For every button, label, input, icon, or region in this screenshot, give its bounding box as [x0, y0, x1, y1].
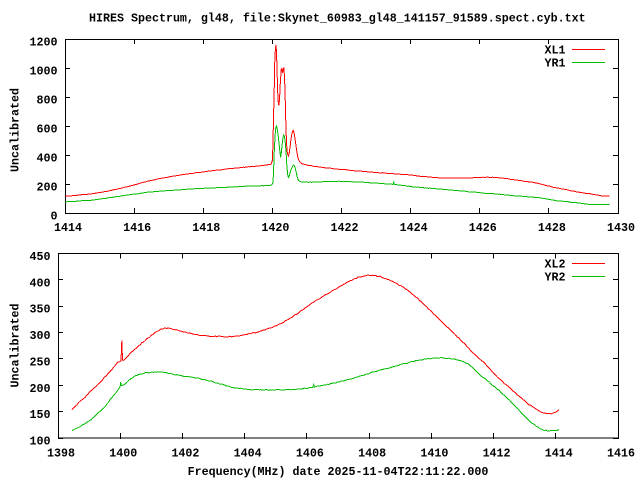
svg-text:450: 450 — [30, 250, 51, 264]
svg-text:1412: 1412 — [483, 447, 511, 461]
svg-text:100: 100 — [30, 435, 51, 449]
svg-text:1430: 1430 — [607, 221, 635, 235]
svg-text:1406: 1406 — [296, 447, 324, 461]
svg-text:1400: 1400 — [109, 447, 137, 461]
svg-text:1416: 1416 — [607, 447, 635, 461]
svg-text:400: 400 — [30, 276, 51, 290]
svg-text:200: 200 — [30, 382, 51, 396]
svg-text:150: 150 — [30, 408, 51, 422]
svg-text:600: 600 — [37, 123, 58, 137]
svg-text:XL1: XL1 — [545, 43, 566, 57]
svg-text:1410: 1410 — [420, 447, 448, 461]
svg-text:1422: 1422 — [331, 221, 359, 235]
svg-text:YR1: YR1 — [545, 57, 566, 71]
svg-text:1426: 1426 — [469, 221, 497, 235]
svg-text:Uncalibrated: Uncalibrated — [9, 88, 23, 172]
svg-text:1414: 1414 — [54, 221, 82, 235]
svg-text:1420: 1420 — [261, 221, 289, 235]
svg-text:1428: 1428 — [538, 221, 566, 235]
svg-text:1424: 1424 — [400, 221, 428, 235]
svg-text:1418: 1418 — [192, 221, 220, 235]
svg-text:1398: 1398 — [47, 447, 75, 461]
svg-text:Frequency(MHz) date 2025-11-04: Frequency(MHz) date 2025-11-04T22:11:22.… — [188, 465, 489, 479]
svg-text:XL2: XL2 — [545, 257, 566, 271]
svg-text:HIRES Spectrum, gl48, file:Sky: HIRES Spectrum, gl48, file:Skynet_60983_… — [89, 12, 586, 26]
svg-text:1200: 1200 — [30, 36, 58, 50]
svg-text:200: 200 — [37, 181, 58, 195]
svg-text:800: 800 — [37, 94, 58, 108]
svg-text:400: 400 — [37, 152, 58, 166]
svg-text:1414: 1414 — [545, 447, 573, 461]
svg-text:Uncalibrated: Uncalibrated — [9, 304, 23, 388]
svg-text:1416: 1416 — [123, 221, 151, 235]
svg-text:YR2: YR2 — [545, 271, 566, 285]
svg-text:1404: 1404 — [234, 447, 262, 461]
svg-text:1000: 1000 — [30, 65, 58, 79]
svg-text:350: 350 — [30, 303, 51, 317]
svg-text:250: 250 — [30, 355, 51, 369]
svg-text:0: 0 — [51, 210, 58, 224]
svg-text:300: 300 — [30, 329, 51, 343]
svg-text:1408: 1408 — [358, 447, 386, 461]
svg-text:1402: 1402 — [171, 447, 199, 461]
